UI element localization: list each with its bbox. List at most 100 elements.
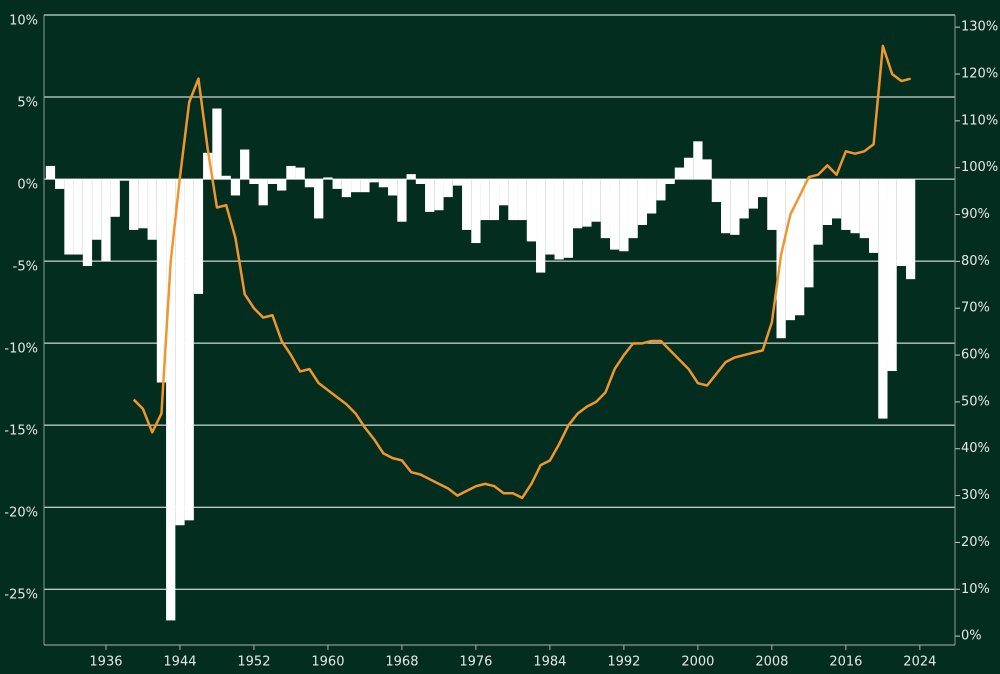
bar	[489, 179, 500, 221]
bar	[841, 179, 851, 230]
bar	[360, 179, 370, 193]
bar	[563, 179, 574, 258]
bar	[831, 179, 842, 219]
x-tick-label: 1984	[533, 655, 566, 670]
bar	[610, 179, 620, 250]
bar	[332, 179, 342, 189]
y-tick-label: 0%	[17, 178, 38, 193]
y2-tick-label: 90%	[961, 207, 990, 222]
bar	[415, 179, 426, 184]
bar	[573, 179, 583, 229]
x-tick-label: 1960	[311, 655, 344, 670]
y-tick-label: 10%	[9, 14, 38, 29]
bar	[637, 179, 648, 225]
bar	[388, 179, 398, 196]
y-tick-label: 5%	[17, 96, 38, 111]
bar	[314, 179, 324, 219]
bar	[850, 179, 860, 234]
bar	[822, 179, 832, 225]
bar	[203, 152, 213, 180]
line	[132, 44, 911, 500]
y2-tick-label: 120%	[961, 67, 998, 82]
bar	[794, 179, 805, 316]
bar	[119, 179, 130, 181]
bar	[471, 179, 481, 244]
bar	[286, 165, 296, 180]
y2-tick-label: 100%	[961, 160, 998, 175]
y-tick-label: -5%	[13, 260, 38, 275]
y2-tick-label: 30%	[961, 488, 990, 503]
bar	[45, 165, 56, 180]
y2-tick-label: 60%	[961, 348, 990, 363]
x-tick-label: 1976	[459, 655, 492, 670]
y2-tick-label: 130%	[961, 20, 998, 35]
bar	[369, 179, 379, 183]
bar	[508, 179, 518, 221]
bar	[878, 179, 888, 419]
bar	[656, 179, 666, 201]
x-tick-label: 2000	[681, 655, 714, 670]
bar	[545, 179, 555, 255]
bar	[499, 179, 509, 206]
bar	[767, 179, 777, 230]
bar	[406, 174, 416, 180]
x-tick-label: 1952	[237, 655, 270, 670]
y2-tick-label: 10%	[961, 582, 990, 597]
bar	[748, 179, 759, 209]
bar	[526, 179, 537, 242]
bar	[249, 179, 259, 184]
bar	[462, 179, 472, 230]
y2-tick-label: 40%	[961, 441, 990, 456]
y2-tick-label: 80%	[961, 254, 990, 269]
bar	[859, 179, 869, 239]
bar	[323, 177, 333, 180]
bar	[378, 179, 389, 188]
y2-tick-label: 70%	[961, 301, 990, 316]
bar	[665, 179, 675, 184]
x-tick-label: 1968	[385, 655, 418, 670]
bar	[425, 179, 435, 212]
y2-tick-label: 20%	[961, 535, 990, 550]
bar	[295, 167, 305, 180]
bar	[887, 179, 897, 372]
bar	[739, 179, 749, 219]
bar	[517, 179, 527, 221]
y-tick-label: -10%	[4, 342, 38, 357]
bar	[184, 179, 194, 521]
x-tick-label: 1944	[163, 655, 196, 670]
bar	[212, 108, 222, 180]
y-tick-label: -15%	[4, 424, 38, 439]
bar	[156, 179, 167, 383]
bar	[721, 179, 731, 234]
bar	[175, 179, 185, 526]
bar	[434, 179, 444, 211]
bar	[758, 179, 768, 198]
bar	[730, 179, 740, 235]
bar	[341, 179, 352, 198]
bar	[129, 179, 139, 230]
bar	[480, 179, 490, 221]
bar	[693, 141, 703, 180]
bar	[600, 179, 611, 239]
bar	[55, 179, 65, 189]
bar	[536, 179, 546, 273]
bar	[896, 179, 906, 267]
bar	[868, 179, 879, 253]
y-tick-label: -20%	[4, 506, 38, 521]
bar	[905, 179, 916, 280]
bar	[258, 179, 268, 206]
bar	[304, 179, 315, 188]
bar	[443, 179, 453, 198]
bar	[813, 179, 823, 245]
x-tick-label: 2016	[829, 655, 862, 670]
bar	[628, 179, 638, 239]
bar	[277, 179, 287, 191]
bar	[240, 149, 250, 180]
x-tick-label: 1936	[89, 655, 122, 670]
bar	[711, 179, 722, 203]
bar	[351, 179, 361, 193]
y-tick-label: -25%	[4, 588, 38, 603]
bar	[647, 179, 657, 214]
